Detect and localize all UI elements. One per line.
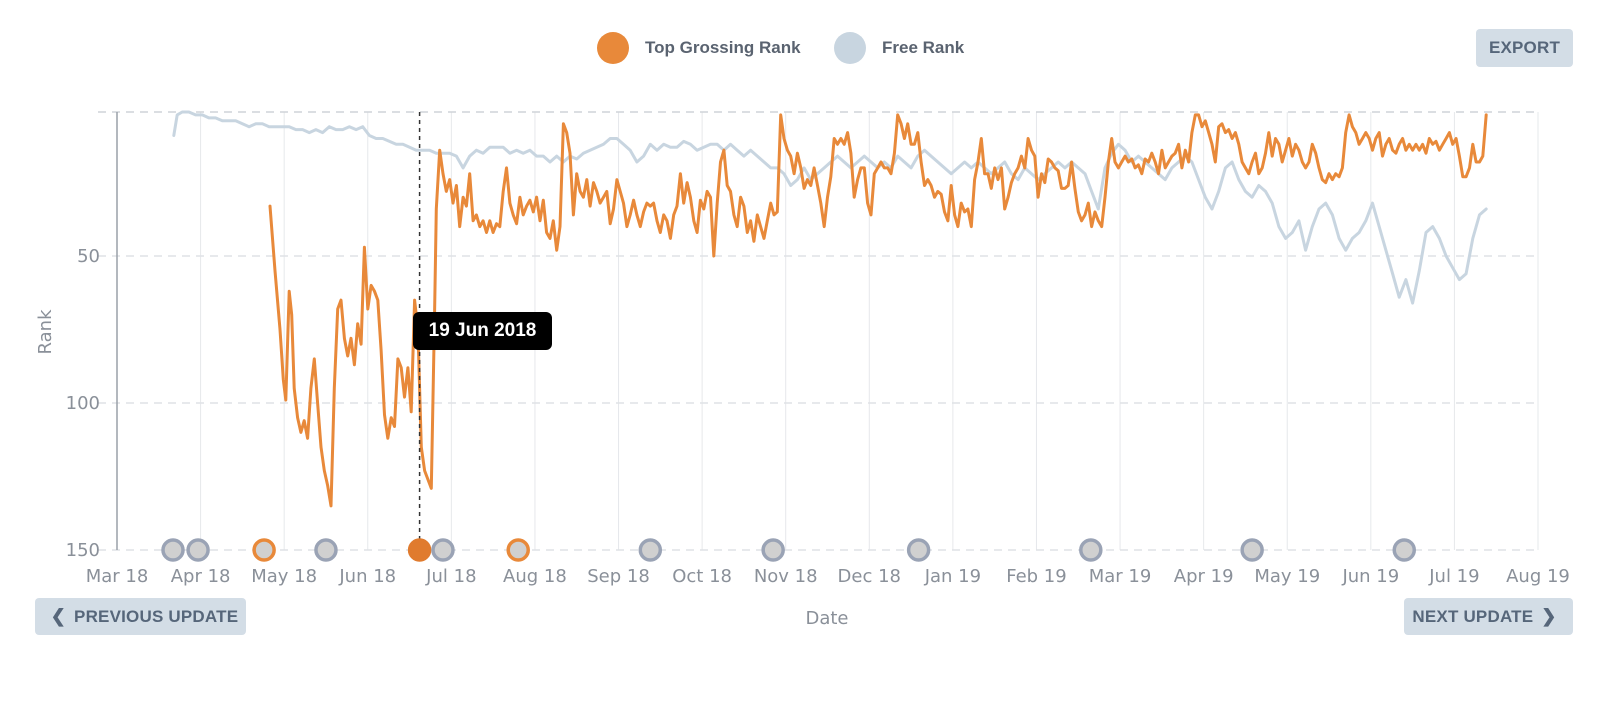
update-marker bbox=[638, 538, 663, 562]
update-marker bbox=[431, 538, 455, 562]
update-markers bbox=[161, 538, 1417, 562]
chevron-left-icon: ❮ bbox=[50, 606, 67, 626]
x-tick-label: Jul 18 bbox=[425, 566, 476, 587]
legend-label-free-rank: Free Rank bbox=[882, 38, 965, 57]
x-tick-label: Apr 18 bbox=[171, 566, 231, 587]
x-tick-label: Mar 18 bbox=[86, 566, 149, 587]
x-tick-label: Jun 18 bbox=[338, 566, 396, 587]
legend-swatch-free-rank bbox=[834, 32, 866, 64]
update-marker bbox=[252, 538, 276, 562]
x-tick-label: Sep 18 bbox=[587, 566, 650, 587]
y-axis-title: Rank bbox=[35, 309, 56, 355]
update-marker bbox=[906, 538, 931, 562]
x-tick-label: Apr 19 bbox=[1174, 566, 1234, 587]
x-tick-label: Jul 19 bbox=[1428, 566, 1479, 587]
x-tick-label: Jun 19 bbox=[1341, 566, 1399, 587]
update-marker bbox=[761, 538, 785, 562]
previous-update-button[interactable]: ❮ PREVIOUS UPDATE bbox=[35, 598, 246, 635]
x-tick-label: May 19 bbox=[1254, 566, 1320, 587]
next-update-label: NEXT UPDATE bbox=[1412, 606, 1534, 626]
update-marker bbox=[407, 538, 432, 562]
export-button[interactable]: EXPORT bbox=[1476, 29, 1573, 67]
x-tick-label: May 18 bbox=[251, 566, 317, 587]
update-marker bbox=[1392, 538, 1417, 562]
update-marker bbox=[1240, 538, 1264, 562]
axes: Mar 18 Apr 18 May 18 Jun 18 Jul 18 Aug 18 Sep … bbox=[66, 112, 1570, 587]
x-tick-label: Oct 18 bbox=[672, 566, 732, 587]
x-axis-title: Date bbox=[805, 608, 848, 629]
y-tick-label: 50 bbox=[77, 246, 100, 267]
date-tooltip: 19 Jun 2018 bbox=[413, 312, 552, 350]
update-marker bbox=[506, 538, 530, 562]
y-tick-label: 100 bbox=[66, 393, 100, 414]
update-marker bbox=[161, 538, 185, 562]
x-tick-label: Dec 18 bbox=[838, 566, 901, 587]
legend-item-free-rank[interactable]: Free Rank bbox=[834, 32, 964, 64]
series-line-free-rank bbox=[172, 110, 1488, 305]
x-tick-label: Feb 19 bbox=[1006, 566, 1067, 587]
series-lines bbox=[172, 110, 1488, 550]
x-tick-label: Jan 19 bbox=[924, 566, 981, 587]
update-marker bbox=[314, 538, 338, 562]
chevron-right-icon: ❯ bbox=[1541, 606, 1557, 626]
legend-label-top-grossing: Top Grossing Rank bbox=[645, 38, 801, 57]
x-tick-label: Aug 19 bbox=[1506, 566, 1570, 587]
update-marker bbox=[1079, 538, 1103, 562]
y-tick-label: 150 bbox=[66, 540, 100, 561]
x-tick-label: Nov 18 bbox=[754, 566, 818, 587]
legend-item-top-grossing[interactable]: Top Grossing Rank bbox=[597, 32, 801, 64]
x-tick-label: Aug 18 bbox=[503, 566, 567, 587]
x-tick-label: Mar 19 bbox=[1089, 566, 1152, 587]
previous-update-label: PREVIOUS UPDATE bbox=[74, 606, 239, 626]
series-line-top-grossing-rank bbox=[268, 113, 1488, 508]
next-update-button[interactable]: NEXT UPDATE ❯ bbox=[1404, 598, 1573, 635]
update-marker bbox=[186, 538, 210, 562]
legend-swatch-top-grossing bbox=[597, 32, 629, 64]
